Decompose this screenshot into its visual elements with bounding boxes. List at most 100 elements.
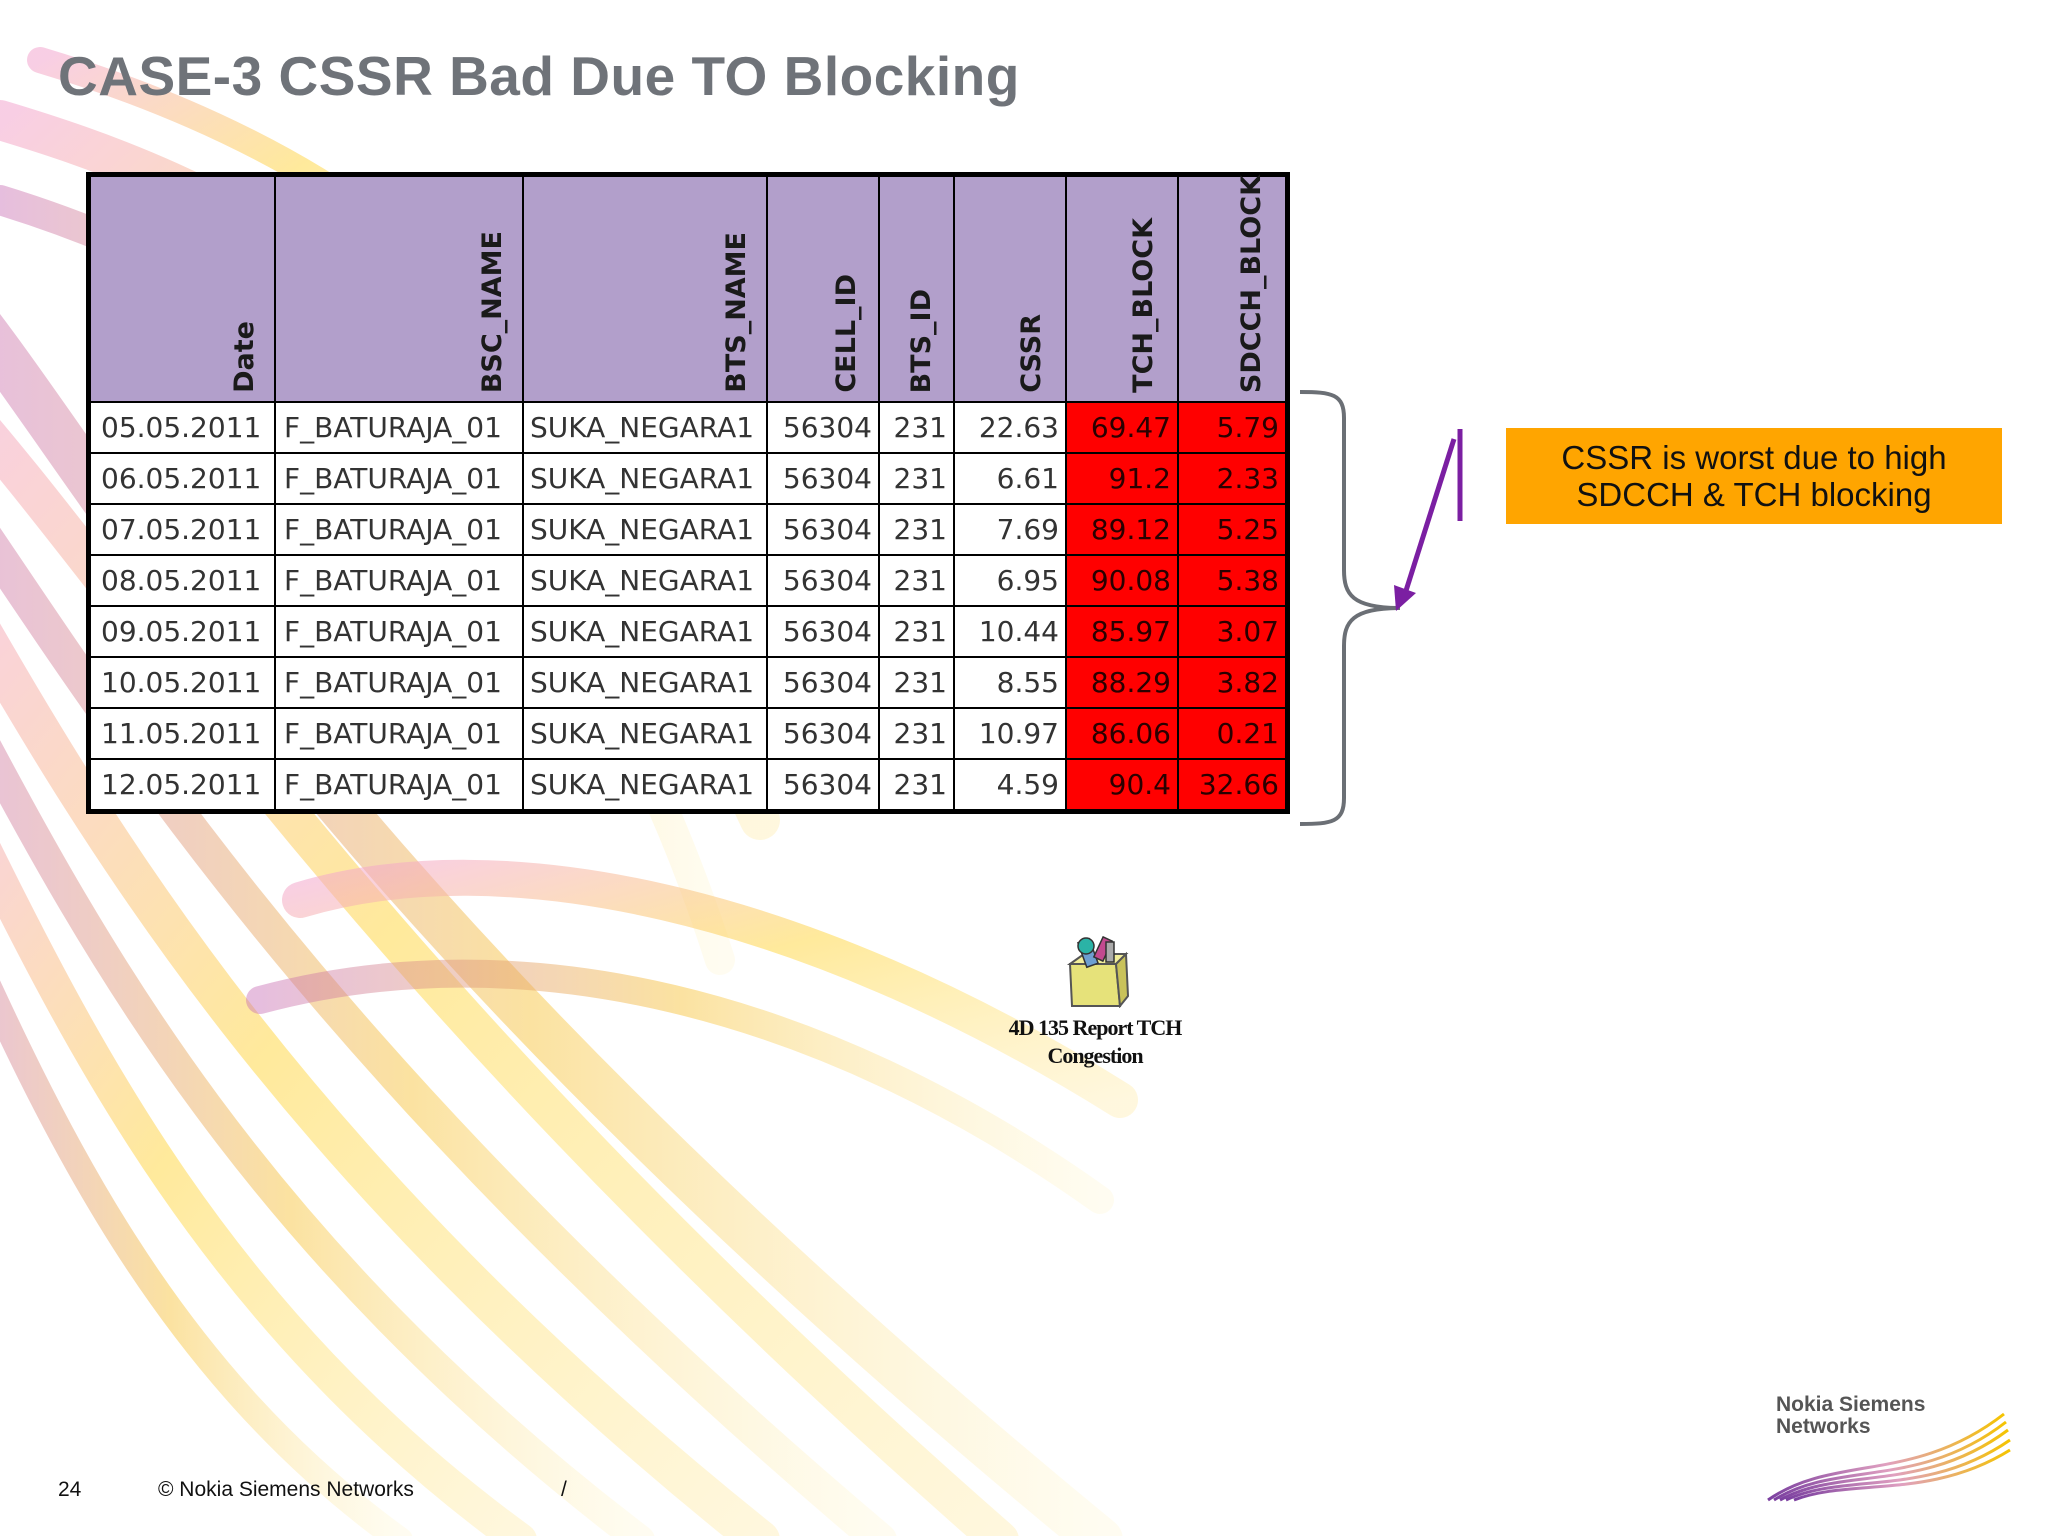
cell-sdcch-block: 3.82: [1177, 656, 1289, 709]
cell-cell-id: 56304: [766, 758, 880, 813]
cell-sdcch-block: 5.79: [1177, 401, 1289, 454]
table-row: 06.05.2011 F_BATURAJA_01 SUKA_NEGARA1 56…: [87, 452, 1289, 505]
copyright-text: © Nokia Siemens Networks: [158, 1478, 414, 1501]
header-tch-block-label: TCH_BLOCK: [1128, 218, 1159, 393]
cell-cell-id: 56304: [766, 452, 880, 505]
data-table: Date BSC_NAME BTS_NAME CELL_ID BTS_ID CS…: [86, 172, 1290, 814]
cell-bts-name: SUKA_NEGARA1: [522, 452, 768, 505]
cell-cell-id: 56304: [766, 707, 880, 760]
header-bts-name-label: BTS_NAME: [721, 232, 752, 393]
footer-separator: /: [561, 1478, 567, 1501]
cell-bts-id: 231: [878, 503, 955, 556]
header-bsc-name: BSC_NAME: [274, 173, 524, 403]
cell-sdcch-block: 5.38: [1177, 554, 1289, 607]
cell-bts-id: 231: [878, 452, 955, 505]
cell-bts-name: SUKA_NEGARA1: [522, 503, 768, 556]
cell-sdcch-block: 5.25: [1177, 503, 1289, 556]
package-label-line-1: 4D 135 Report TCH: [1008, 1015, 1183, 1040]
cell-bts-name: SUKA_NEGARA1: [522, 605, 768, 658]
cell-cssr: 7.69: [953, 503, 1067, 556]
cell-date: 05.05.2011: [87, 401, 276, 454]
cell-bts-id: 231: [878, 554, 955, 607]
page-number: 24: [58, 1478, 82, 1501]
cell-sdcch-block: 0.21: [1177, 707, 1289, 760]
cell-cssr: 22.63: [953, 401, 1067, 454]
callout-line-1: CSSR is worst due to high: [1561, 439, 1947, 476]
cell-bts-id: 231: [878, 656, 955, 709]
nokia-siemens-logo-swoosh: [1767, 1412, 2011, 1502]
brand-line-2: Networks: [1776, 1415, 1871, 1438]
callout-box: CSSR is worst due to high SDCCH & TCH bl…: [1506, 428, 2002, 524]
brand-line-1: Nokia Siemens: [1776, 1393, 1926, 1416]
header-sdcch-block-label: SDCCH_BLOCK: [1236, 174, 1267, 393]
slide-title: CASE-3 CSSR Bad Due TO Blocking: [58, 45, 1020, 107]
cell-bsc-name: F_BATURAJA_01: [274, 758, 524, 813]
cell-bsc-name: F_BATURAJA_01: [274, 605, 524, 658]
right-brace: [1299, 390, 1401, 826]
cell-cell-id: 56304: [766, 554, 880, 607]
cell-sdcch-block: 3.07: [1177, 605, 1289, 658]
cell-cell-id: 56304: [766, 401, 880, 454]
table-row: 10.05.2011 F_BATURAJA_01 SUKA_NEGARA1 56…: [87, 656, 1289, 709]
callout-line-2: SDCCH & TCH blocking: [1576, 476, 1932, 513]
cell-sdcch-block: 32.66: [1177, 758, 1289, 813]
header-bsc-name-label: BSC_NAME: [477, 230, 508, 393]
callout-arrow: [1394, 429, 1463, 611]
table-row: 08.05.2011 F_BATURAJA_01 SUKA_NEGARA1 56…: [87, 554, 1289, 607]
cell-cell-id: 56304: [766, 503, 880, 556]
cell-bts-name: SUKA_NEGARA1: [522, 707, 768, 760]
package-label[interactable]: 4D 135 Report TCH Congestion: [980, 1014, 1210, 1070]
package-label-line-2: Congestion: [1047, 1043, 1143, 1068]
cell-tch-block: 85.97: [1065, 605, 1179, 658]
table-row: 11.05.2011 F_BATURAJA_01 SUKA_NEGARA1 56…: [87, 707, 1289, 760]
cell-cell-id: 56304: [766, 605, 880, 658]
header-tch-block: TCH_BLOCK: [1065, 173, 1179, 403]
cell-bsc-name: F_BATURAJA_01: [274, 503, 524, 556]
cell-bts-id: 231: [878, 707, 955, 760]
package-icon[interactable]: [1060, 936, 1132, 1008]
cell-date: 08.05.2011: [87, 554, 276, 607]
cell-tch-block: 88.29: [1065, 656, 1179, 709]
cell-bts-name: SUKA_NEGARA1: [522, 401, 768, 454]
cell-bsc-name: F_BATURAJA_01: [274, 452, 524, 505]
cell-bsc-name: F_BATURAJA_01: [274, 656, 524, 709]
header-cell-id-label: CELL_ID: [831, 274, 862, 393]
cell-date: 12.05.2011: [87, 758, 276, 813]
header-bts-name: BTS_NAME: [522, 173, 768, 403]
cell-tch-block: 86.06: [1065, 707, 1179, 760]
cell-cssr: 4.59: [953, 758, 1067, 813]
cell-date: 11.05.2011: [87, 707, 276, 760]
cell-date: 10.05.2011: [87, 656, 276, 709]
cell-tch-block: 89.12: [1065, 503, 1179, 556]
header-date-label: Date: [229, 321, 260, 393]
cell-bts-id: 231: [878, 401, 955, 454]
table-row: 09.05.2011 F_BATURAJA_01 SUKA_NEGARA1 56…: [87, 605, 1289, 658]
header-bts-id: BTS_ID: [878, 173, 955, 403]
cell-sdcch-block: 2.33: [1177, 452, 1289, 505]
header-bts-id-label: BTS_ID: [906, 288, 937, 393]
cell-bts-id: 231: [878, 758, 955, 813]
cell-cell-id: 56304: [766, 656, 880, 709]
table-row: 05.05.2011 F_BATURAJA_01 SUKA_NEGARA1 56…: [87, 401, 1289, 454]
header-sdcch-block: SDCCH_BLOCK: [1177, 173, 1289, 403]
cell-bts-name: SUKA_NEGARA1: [522, 656, 768, 709]
table-row: 12.05.2011 F_BATURAJA_01 SUKA_NEGARA1 56…: [87, 758, 1289, 813]
cell-bsc-name: F_BATURAJA_01: [274, 554, 524, 607]
cell-date: 06.05.2011: [87, 452, 276, 505]
header-date: Date: [87, 173, 276, 403]
cell-tch-block: 90.4: [1065, 758, 1179, 813]
cell-tch-block: 91.2: [1065, 452, 1179, 505]
cell-bts-name: SUKA_NEGARA1: [522, 554, 768, 607]
table-row: 07.05.2011 F_BATURAJA_01 SUKA_NEGARA1 56…: [87, 503, 1289, 556]
cell-bsc-name: F_BATURAJA_01: [274, 401, 524, 454]
cell-tch-block: 69.47: [1065, 401, 1179, 454]
cell-cssr: 6.95: [953, 554, 1067, 607]
cell-bts-id: 231: [878, 605, 955, 658]
cell-tch-block: 90.08: [1065, 554, 1179, 607]
header-cssr: CSSR: [953, 173, 1067, 403]
cell-cssr: 8.55: [953, 656, 1067, 709]
header-row: Date BSC_NAME BTS_NAME CELL_ID BTS_ID CS…: [87, 173, 1289, 403]
cell-bts-name: SUKA_NEGARA1: [522, 758, 768, 813]
cell-date: 09.05.2011: [87, 605, 276, 658]
